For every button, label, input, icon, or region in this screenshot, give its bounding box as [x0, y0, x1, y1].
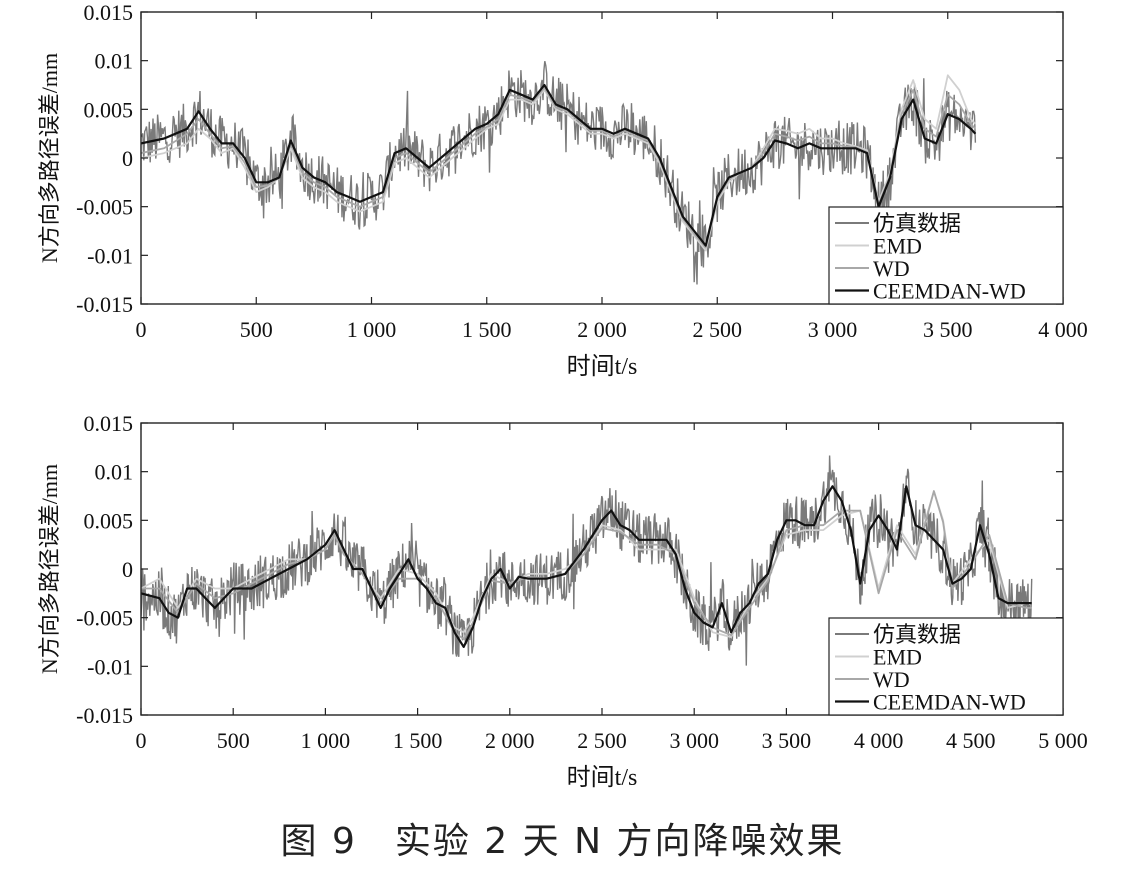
- x-tick-label: 1 500: [393, 728, 443, 753]
- y-tick-label: 0.01: [95, 460, 134, 485]
- x-tick-label: 4 000: [854, 728, 904, 753]
- legend-label: 仿真数据: [873, 211, 961, 236]
- x-tick-label: 2 000: [485, 728, 535, 753]
- y-tick-label: -0.01: [87, 654, 133, 679]
- series-line-emd: [141, 490, 1032, 638]
- legend-label: EMD: [873, 234, 922, 259]
- x-tick-label: 0: [136, 317, 147, 342]
- y-tick-label: 0.005: [84, 97, 134, 122]
- x-tick-label: 2 000: [577, 317, 627, 342]
- y-tick-label: -0.005: [76, 606, 133, 631]
- x-tick-label: 4 500: [946, 728, 996, 753]
- series-line-ceemdan-wd: [141, 83, 977, 247]
- legend-label: EMD: [873, 645, 922, 670]
- series-line-simulated-data: [141, 61, 977, 285]
- x-tick-label: 3 500: [762, 728, 812, 753]
- y-tick-label: 0.015: [84, 411, 134, 436]
- legend-label: CEEMDAN-WD: [873, 690, 1026, 715]
- y-tick-label: -0.015: [76, 703, 133, 728]
- x-tick-label: 2 500: [693, 317, 743, 342]
- x-tick-label: 2 500: [577, 728, 627, 753]
- series-line-wd: [141, 490, 1032, 640]
- y-tick-label: -0.01: [87, 243, 133, 268]
- x-axis-label: 时间t/s: [567, 764, 638, 791]
- legend-label: WD: [873, 667, 910, 692]
- y-tick-label: -0.015: [76, 292, 133, 317]
- x-tick-label: 5 000: [1038, 728, 1088, 753]
- chart-panel-1: 0 500 1 000 1 500 2 000 2 500 3 000 3 500 4 000 0…: [37, 0, 1088, 380]
- legend-label: CEEMDAN-WD: [873, 279, 1026, 304]
- y-tick-label: 0.005: [84, 508, 134, 533]
- x-tick-label: 1 500: [462, 317, 512, 342]
- y-tick-label: 0: [122, 557, 133, 582]
- y-tick-label: 0: [122, 146, 133, 171]
- series-line-ceemdan-wd: [141, 485, 1032, 648]
- figure-caption: 图 9 实验 2 天 N 方向降噪效果: [280, 821, 845, 862]
- x-tick-label: 1 000: [347, 317, 397, 342]
- x-tick-label: 1 000: [301, 728, 351, 753]
- series-line-emd: [141, 74, 977, 252]
- x-axis-label: 时间t/s: [567, 353, 638, 380]
- series-line-simulated-data: [141, 455, 1033, 666]
- x-tick-label: 4 000: [1038, 317, 1088, 342]
- x-tick-label: 3 500: [923, 317, 973, 342]
- y-tick-label: -0.005: [76, 195, 133, 220]
- y-tick-label: 0.015: [84, 0, 134, 25]
- x-tick-label: 3 000: [669, 728, 719, 753]
- legend-label: WD: [873, 256, 910, 281]
- chart-panel-2: 0 500 1 000 1 500 2 000 2 500 3 000 3 500 4 000 4…: [37, 411, 1088, 791]
- x-tick-label: 0: [136, 728, 147, 753]
- series-line-wd: [141, 87, 977, 249]
- x-tick-label: 3 000: [808, 317, 858, 342]
- x-tick-label: 500: [240, 317, 273, 342]
- y-axis-label: N方向多路径误差/mm: [37, 464, 62, 674]
- y-tick-label: 0.01: [95, 49, 134, 74]
- x-tick-label: 500: [217, 728, 250, 753]
- legend-label: 仿真数据: [873, 622, 961, 647]
- y-axis-label: N方向多路径误差/mm: [37, 53, 62, 263]
